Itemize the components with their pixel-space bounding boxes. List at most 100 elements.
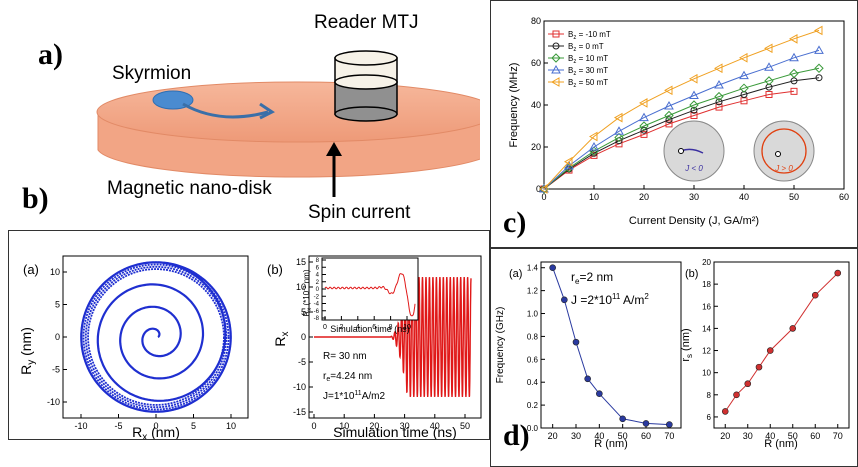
legend-marker bbox=[552, 42, 560, 50]
data-point bbox=[664, 110, 674, 121]
y-tick-label: 0.6 bbox=[527, 355, 539, 364]
data-point bbox=[639, 121, 649, 131]
time-x-tick-label: 30 bbox=[400, 421, 410, 431]
data-point bbox=[744, 380, 752, 388]
inset-right-orbit bbox=[761, 128, 807, 174]
inset-x-tick-label: 8 bbox=[389, 324, 393, 331]
y-tick-label: 14 bbox=[702, 324, 711, 333]
chart-c-x-tick-label: 10 bbox=[589, 192, 599, 202]
time-x-tick-label: 10 bbox=[339, 421, 349, 431]
data-point bbox=[789, 325, 797, 332]
data-point bbox=[638, 98, 648, 108]
chart-d-a-xlabel: R (nm) bbox=[594, 438, 628, 450]
data-point bbox=[572, 338, 580, 346]
y-tick-label: 1.0 bbox=[527, 310, 539, 319]
spiral-y-tick-label: -5 bbox=[52, 365, 60, 375]
ry-axis-label: Ry (nm) bbox=[18, 327, 37, 375]
data-point bbox=[665, 116, 673, 124]
data-point bbox=[596, 390, 603, 397]
inset-ylabel: Rx (*10-5 nm) bbox=[302, 269, 313, 316]
x-tick-label: 60 bbox=[810, 431, 820, 441]
data-point bbox=[764, 76, 774, 86]
spiral-y-tick-label: 10 bbox=[50, 267, 60, 277]
data-point bbox=[642, 420, 650, 427]
data-point bbox=[813, 25, 823, 36]
data-point bbox=[834, 269, 842, 277]
data-point bbox=[639, 112, 649, 122]
data-point bbox=[664, 101, 674, 110]
x-tick-label: 70 bbox=[664, 431, 674, 441]
spiral-x-tick-label: -10 bbox=[74, 421, 87, 431]
panel-a: a) Reader MTJ Skyrmion Magnetic nano-dis… bbox=[0, 0, 480, 230]
y-tick-label: 1.4 bbox=[527, 264, 539, 273]
spiral-outer-ring bbox=[80, 261, 232, 413]
data-point bbox=[690, 112, 698, 119]
panel-d-label: d) bbox=[503, 419, 530, 452]
data-point bbox=[614, 132, 624, 143]
time-x-tick-label: 40 bbox=[430, 421, 440, 431]
legend-label: Bz = 10 mT bbox=[568, 54, 608, 65]
x-tick-label: 30 bbox=[743, 431, 753, 441]
series-line bbox=[724, 272, 839, 412]
data-point bbox=[733, 391, 740, 399]
data-point bbox=[789, 52, 799, 62]
y-tick-label: 8 bbox=[707, 391, 712, 400]
chart-c-x-tick-label: 60 bbox=[839, 192, 849, 202]
panel-d-box: 20 30 40 50 60 70 1.4 1.2 1.0 0.8 0.6 0.4 0.2 0.0 20 3… bbox=[490, 248, 858, 467]
y-tick-label: 0.0 bbox=[527, 424, 539, 433]
y-tick-label: 10 bbox=[702, 369, 711, 378]
x-tick-label: 50 bbox=[618, 431, 628, 441]
legend-marker bbox=[550, 77, 560, 87]
data-point bbox=[614, 126, 624, 135]
spiral-y-tick-label: -10 bbox=[47, 397, 60, 407]
data-point bbox=[715, 98, 723, 106]
spiral-y-tick-label: 5 bbox=[55, 300, 60, 310]
panel-a-label: a) bbox=[38, 38, 63, 71]
data-point bbox=[690, 106, 698, 114]
data-point bbox=[714, 91, 724, 102]
legend-marker bbox=[551, 64, 561, 74]
inset-left-label: J < 0 bbox=[684, 164, 703, 173]
data-point bbox=[714, 80, 724, 89]
data-point bbox=[766, 347, 774, 354]
sub-a-label: (a) bbox=[23, 262, 39, 277]
data-point bbox=[721, 408, 729, 415]
data-point bbox=[589, 141, 599, 151]
x-tick-label: 70 bbox=[833, 431, 843, 441]
x-tick-label: 40 bbox=[765, 431, 775, 441]
spiral-plot-frame bbox=[62, 255, 249, 419]
spiral-outer-ring bbox=[82, 263, 230, 411]
legend-label: Bz = 30 mT bbox=[568, 66, 608, 77]
data-point bbox=[763, 43, 773, 54]
data-point bbox=[765, 91, 773, 98]
inset-y-tick-label: 0 bbox=[316, 287, 320, 293]
inset-x-tick-label: 4 bbox=[356, 324, 360, 331]
y-tick-label: 6 bbox=[707, 413, 712, 422]
data-point bbox=[788, 33, 798, 44]
data-point bbox=[619, 415, 626, 423]
data-point bbox=[663, 85, 673, 96]
time-xlabel: Simulation time (ns) bbox=[333, 424, 457, 439]
panel-d-plots: 20 30 40 50 60 70 1.4 1.2 1.0 0.8 0.6 0.4 0.2 0.0 20 3… bbox=[495, 258, 850, 450]
rx-axis-label: Rx (nm) bbox=[132, 424, 180, 439]
chart-d-a-sublabel: (a) bbox=[509, 268, 522, 280]
time-x-tick-label: 20 bbox=[369, 421, 379, 431]
legend-marker bbox=[552, 30, 560, 38]
data-point bbox=[715, 103, 723, 111]
frequency-vs-current-chart: 0 10 20 30 40 50 60 80 60 40 20 0 J < 0 J > 0 Bz = -… bbox=[508, 16, 849, 227]
series-line bbox=[543, 90, 795, 190]
data-point bbox=[613, 112, 623, 123]
y-tick-label: 0.2 bbox=[527, 401, 539, 410]
chart-c-x-tick-label: 0 bbox=[541, 192, 546, 202]
inset-y-tick-label: 6 bbox=[316, 265, 320, 271]
time-y-tick-label: 5 bbox=[301, 307, 306, 317]
y-tick-label: 1.2 bbox=[527, 287, 539, 296]
inset-left-marker bbox=[678, 148, 684, 154]
legend-label: Bz = 0 mT bbox=[568, 42, 604, 53]
time-y-tick-label: 15 bbox=[296, 257, 306, 267]
data-point bbox=[814, 45, 824, 54]
data-point bbox=[588, 131, 598, 142]
inset-right-marker bbox=[775, 151, 781, 157]
panel-c-box: 0 10 20 30 40 50 60 80 60 40 20 0 J < 0 J > 0 Bz = -… bbox=[490, 0, 858, 248]
